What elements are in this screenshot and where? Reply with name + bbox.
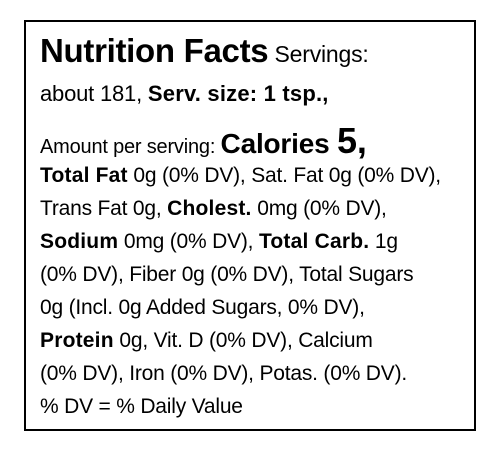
total-fat-label: Total Fat <box>40 164 128 187</box>
nutrition-facts-label: Nutrition Facts Servings: about 181, Ser… <box>24 20 476 431</box>
total-fat-line: Total Fat 0g (0% DV), Sat. Fat 0g (0% DV… <box>40 165 441 186</box>
servings-text: Servings: <box>268 41 369 67</box>
total-fat-value: 0g (0% DV), Sat. Fat 0g (0% DV), <box>127 164 441 187</box>
sodium-value: 0mg (0% DV), <box>118 230 259 253</box>
carb-value: 1g <box>369 230 398 253</box>
amount-per-serving: Amount per serving: <box>40 136 221 158</box>
protein-label: Protein <box>40 329 114 352</box>
serving-size: Serv. size: 1 tsp., <box>147 81 329 106</box>
cholest-label: Cholest. <box>167 197 252 220</box>
carb-label: Total Carb. <box>258 230 370 253</box>
fiber-line: (0% DV), Fiber 0g (0% DV), Total Sugars <box>40 263 414 286</box>
trans-fat-value: Trans Fat 0g, <box>40 197 168 220</box>
servings-line: about 181, Serv. size: 1 tsp., <box>40 83 329 105</box>
nutrition-facts-title: Nutrition Facts <box>40 32 269 69</box>
sodium-label: Sodium <box>40 230 119 253</box>
cholest-value: 0mg (0% DV), <box>251 197 387 220</box>
trans-fat-line: Trans Fat 0g, Cholest. 0mg (0% DV), <box>40 198 387 219</box>
title-line: Nutrition Facts Servings: <box>40 34 369 67</box>
calories-label: Calories <box>220 128 338 159</box>
daily-value-footnote: % DV = % Daily Value <box>40 395 243 418</box>
protein-line: Protein 0g, Vit. D (0% DV), Calcium <box>40 330 373 351</box>
minerals-line: (0% DV), Iron (0% DV), Potas. (0% DV). <box>40 362 407 385</box>
servings-count: about 181, <box>40 81 148 106</box>
calories-value: 5, <box>337 120 367 161</box>
added-sugars-line: 0g (Incl. 0g Added Sugars, 0% DV), <box>40 296 365 319</box>
calories-line: Amount per serving: Calories 5, <box>40 123 367 159</box>
protein-value: 0g, Vit. D (0% DV), Calcium <box>113 329 373 352</box>
sodium-line: Sodium 0mg (0% DV), Total Carb. 1g <box>40 231 398 252</box>
